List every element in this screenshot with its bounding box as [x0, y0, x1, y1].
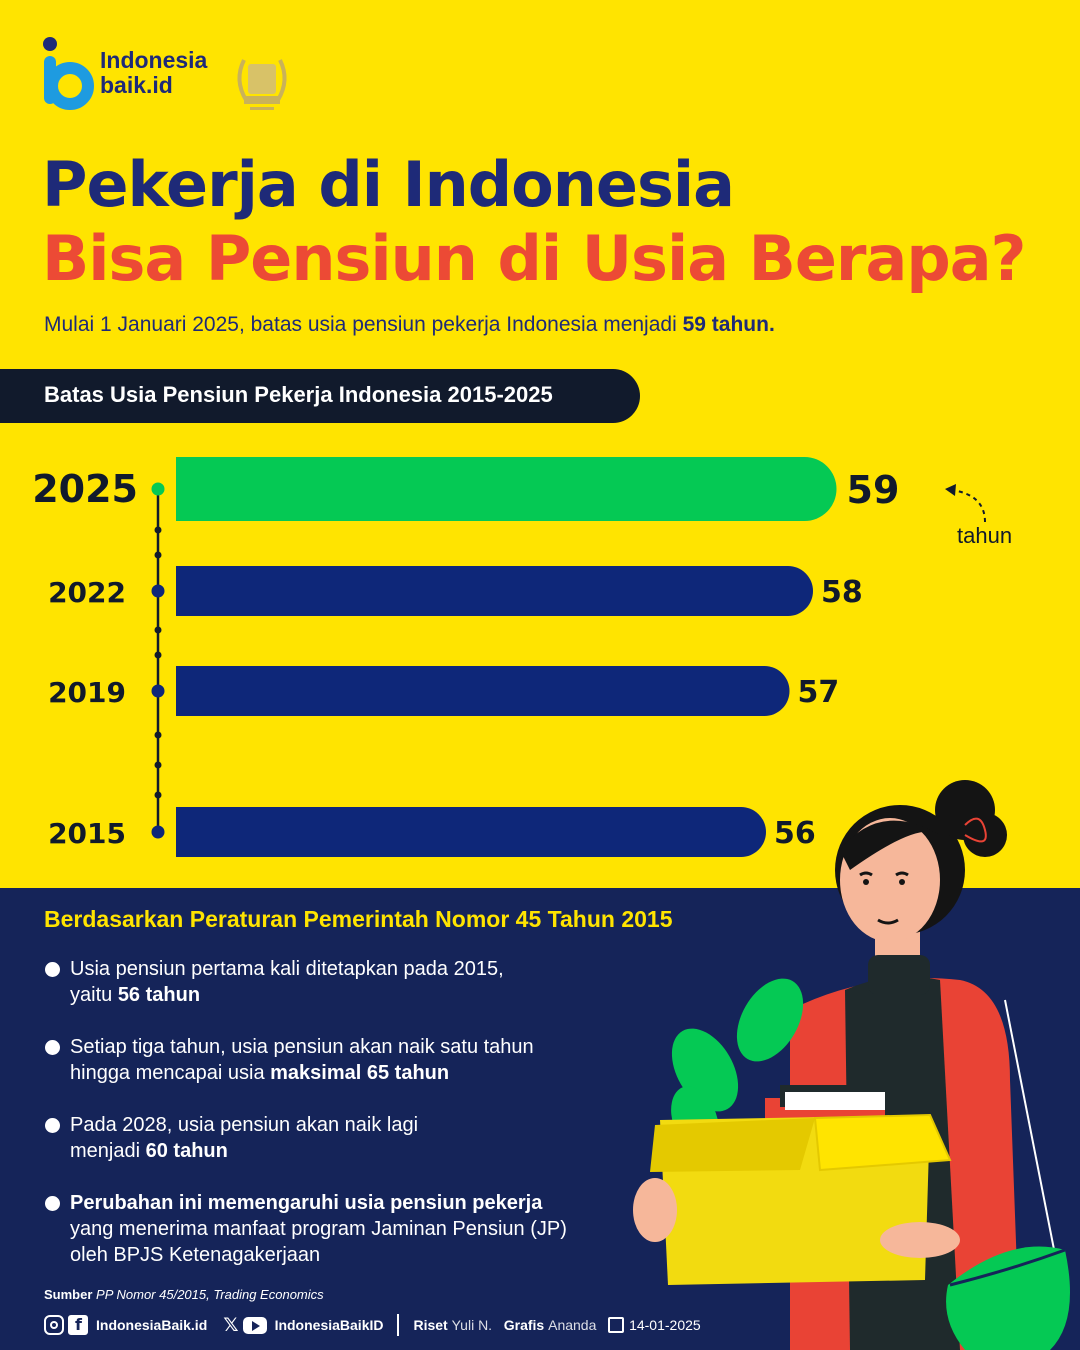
subtitle-bold: 59 tahun.	[682, 313, 775, 336]
bullet-text: yaitu	[70, 984, 118, 1006]
chart-title: Batas Usia Pensiun Pekerja Indonesia 201…	[44, 382, 553, 407]
bullet-line: Usia pensiun pertama kali ditetapkan pad…	[70, 958, 504, 980]
timeline-dot	[154, 791, 162, 799]
value-label: 58	[821, 575, 863, 610]
calendar-icon	[608, 1317, 625, 1333]
retirement-age-bar-chart: 2025 59 tahun 2022 58 2019 57 2015 56	[32, 457, 1012, 857]
bullet-line: menjadi 60 tahun	[70, 1138, 644, 1164]
annotation-arrowhead	[945, 484, 956, 496]
logo-b-icon	[42, 36, 94, 110]
woman-carrying-box-illustration	[633, 780, 1070, 1350]
bullet-line: oleh BPJS Ketenagakerjaan	[70, 1244, 321, 1266]
timeline-dot	[154, 731, 162, 739]
brand-name: Indonesia baik.id	[100, 48, 207, 98]
value-label: 57	[798, 675, 840, 710]
value-label: 59	[847, 468, 900, 512]
award-badge-icon	[230, 54, 294, 114]
category-label: 2022	[48, 576, 126, 609]
bar-2022	[176, 566, 813, 616]
bullet-line: yaitu 56 tahun	[70, 982, 644, 1008]
grafis-name: Ananda	[548, 1317, 597, 1333]
source-note: Sumber PP Nomor 45/2015, Trading Economi…	[44, 1287, 324, 1302]
grafis-label: Grafis	[503, 1317, 545, 1333]
source-label: Sumber	[44, 1287, 93, 1302]
footer-bar: IndonesiaBaik.id 𝕏 IndonesiaBaikID Riset…	[44, 1312, 701, 1338]
brand-name-line1: Indonesia	[100, 47, 208, 73]
x-icon[interactable]: 𝕏	[223, 1314, 239, 1336]
category-label: 2025	[32, 467, 138, 511]
bullet-line: yang menerima manfaat program Jaminan Pe…	[70, 1218, 567, 1240]
bullet-line: Setiap tiga tahun, usia pensiun akan nai…	[70, 1036, 534, 1058]
bullet-item: Usia pensiun pertama kali ditetapkan pad…	[44, 956, 644, 1008]
bullet-bold: Perubahan ini memengaruhi usia pensiun p…	[70, 1192, 543, 1214]
riset-label: Riset	[413, 1317, 448, 1333]
bar-left-edge	[176, 666, 226, 716]
title-line1: Pekerja di Indonesia	[42, 148, 735, 221]
bullet-line: Perubahan ini memengaruhi usia pensiun p…	[70, 1190, 644, 1216]
timeline-dot	[154, 526, 162, 534]
chart-title-pill: Batas Usia Pensiun Pekerja Indonesia 201…	[0, 369, 640, 423]
bar-2025	[176, 457, 837, 521]
timeline-marker	[151, 482, 165, 496]
brand-name-line2: baik.id	[100, 72, 173, 98]
publish-date: 14-01-2025	[629, 1317, 701, 1333]
bullet-bold: maksimal 65 tahun	[270, 1062, 450, 1084]
timeline-dot	[154, 651, 162, 659]
timeline-marker	[151, 825, 165, 839]
timeline-dot	[154, 551, 162, 559]
source-text: PP Nomor 45/2015, Trading Economics	[96, 1287, 324, 1302]
title-line2: Bisa Pensiun di Usia Berapa?	[42, 222, 1027, 295]
subtitle: Mulai 1 Januari 2025, batas usia pensiun…	[44, 313, 775, 337]
bullet-bold: 56 tahun	[117, 984, 201, 1006]
handle-indonesiabaikid[interactable]: IndonesiaBaikID	[274, 1317, 384, 1333]
bullet-line: hingga mencapai usia maksimal 65 tahun	[70, 1060, 644, 1086]
brand-logo: Indonesia baik.id	[42, 36, 207, 110]
unit-annotation: tahun	[957, 523, 1012, 548]
footer-divider	[397, 1314, 400, 1336]
regulation-title: Berdasarkan Peraturan Pemerintah Nomor 4…	[44, 906, 673, 932]
bullet-item: Pada 2028, usia pensiun akan naik lagi m…	[44, 1112, 644, 1164]
handle-indonesiabaik[interactable]: IndonesiaBaik.id	[96, 1317, 208, 1333]
bar-left-edge	[176, 457, 240, 521]
bar-2019	[176, 666, 790, 716]
value-label: 56	[774, 816, 816, 851]
bar-left-edge	[176, 807, 226, 857]
bullet-text: hingga mencapai usia	[70, 1062, 271, 1084]
regulation-bullets: Usia pensiun pertama kali ditetapkan pad…	[44, 956, 644, 1294]
bullet-item: Perubahan ini memengaruhi usia pensiun p…	[44, 1190, 644, 1268]
category-label: 2019	[48, 676, 126, 709]
bullet-item: Setiap tiga tahun, usia pensiun akan nai…	[44, 1034, 644, 1086]
timeline-marker	[151, 584, 165, 598]
youtube-icon[interactable]	[242, 1316, 267, 1334]
bullet-text: menjadi	[70, 1140, 146, 1162]
timeline-dot	[154, 761, 162, 769]
bar-2015	[176, 807, 766, 857]
bar-left-edge	[176, 566, 226, 616]
instagram-icon[interactable]	[44, 1315, 64, 1335]
riset-name: Yuli N.	[451, 1317, 493, 1333]
bullet-bold: 60 tahun	[145, 1140, 228, 1162]
timeline-marker	[151, 684, 165, 698]
subtitle-text: Mulai 1 Januari 2025, batas usia pensiun…	[44, 313, 683, 336]
category-label: 2015	[48, 817, 126, 850]
annotation-arrow	[951, 489, 986, 523]
facebook-icon[interactable]	[68, 1315, 88, 1335]
bullet-line: Pada 2028, usia pensiun akan naik lagi	[70, 1114, 419, 1136]
timeline-dot	[154, 626, 162, 634]
